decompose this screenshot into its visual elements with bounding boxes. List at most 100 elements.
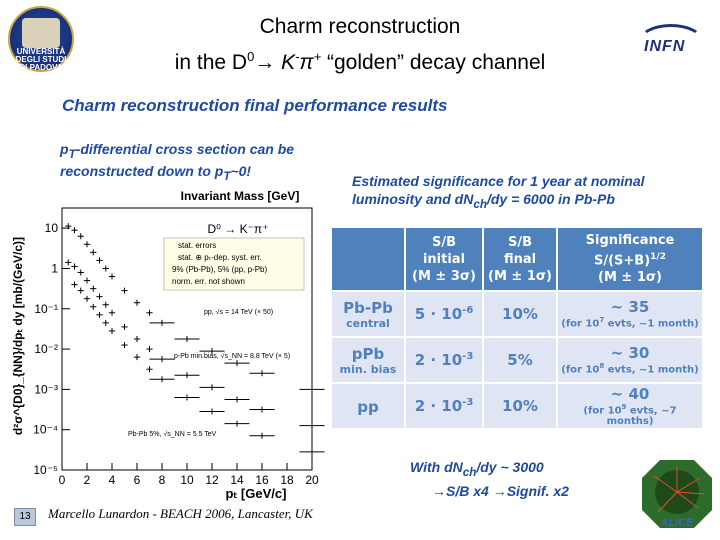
- col-header-final: S/B final (M ± 1σ): [484, 228, 556, 290]
- row0-final: 10%: [484, 292, 556, 336]
- x-tick-label: 2: [84, 473, 91, 487]
- chart-title: Invariant Mass [GeV]: [181, 189, 300, 203]
- col-header-initial: S/B initial (M ± 3σ): [406, 228, 482, 290]
- row1-note-b: evts, ~1 month): [604, 364, 699, 376]
- table-row: Pb-Pb central 5 · 10-6 10% ~ 35 (for 107…: [332, 292, 702, 336]
- with-line2a: S/B x4: [446, 482, 489, 499]
- row1-sig-value: ~ 30: [610, 344, 650, 363]
- pt-p3: ~0!: [230, 162, 252, 179]
- col-h0-l1: S/B: [431, 234, 457, 250]
- table-row: pp 2 · 10-3 10% ~ 40 (for 109 evts, ~7 m…: [332, 384, 702, 429]
- row0-initial: 5 · 10-6: [406, 292, 482, 336]
- title-sup0: 0: [247, 49, 255, 64]
- infn-logo-text: INFN: [644, 38, 686, 55]
- col-h0-l2: initial: [422, 251, 466, 267]
- page-title-line-2: in the D0→ K-π+ “golden” decay channel: [100, 44, 620, 76]
- row1-initial: 2 · 10-3: [406, 338, 482, 382]
- row0-note-a: (for 10: [561, 318, 600, 330]
- y-tick-label: 10⁻³: [34, 382, 58, 396]
- y-axis-label: d²σ^{D0}_{NN}/dpₜ dy [mb/(GeV/c)]: [11, 237, 25, 435]
- alice-logo: ALICE: [642, 460, 712, 529]
- pt-p1: p: [60, 141, 69, 157]
- x-tick-label: 18: [280, 473, 294, 487]
- title-d: in the D: [174, 51, 248, 74]
- row0-initial-text: 5 · 10: [414, 305, 463, 323]
- decay-label: D⁰ → K⁻π⁺: [207, 222, 268, 236]
- section-subtitle: Charm reconstruction final performance r…: [62, 96, 448, 115]
- pt-sub1: T: [68, 147, 76, 161]
- page-title-line-1: Charm reconstruction: [259, 15, 461, 38]
- y-tick-label: 1: [51, 261, 58, 275]
- row2-note-a: (for 10: [583, 405, 622, 417]
- est-sub: ch: [473, 197, 487, 211]
- row0-note-exp: 7: [599, 316, 605, 325]
- legend-line-1: stat. errors: [178, 241, 216, 250]
- row2-note-b: evts, ~7 months): [606, 405, 677, 428]
- with-a: With dN: [410, 459, 463, 475]
- significance-table: S/B initial (M ± 3σ) S/B final (M ± 1σ) …: [330, 226, 704, 431]
- row1-sub: min. bias: [339, 363, 397, 376]
- x-tick-label: 16: [255, 473, 269, 487]
- row2-initial-text: 2 · 10: [414, 397, 463, 416]
- x-axis-label: pₜ [GeV/c]: [226, 486, 287, 501]
- infn-arc-icon: [638, 24, 704, 60]
- row1-note-exp: 8: [599, 362, 605, 371]
- series-label-ppb: p-Pb min.bias, √s_NN = 8.8 TeV (× 5): [174, 352, 290, 360]
- logo-line-2: DEGLI STUDI: [15, 55, 67, 64]
- row1-initial-exp: -3: [462, 351, 474, 362]
- row1-final: 5%: [484, 338, 556, 382]
- estimate-description: Estimated significance for 1 year at nom…: [352, 172, 702, 214]
- cross-section-chart: Invariant Mass [GeV] 10 1 10⁻¹ 10⁻² 10⁻³ 10⁻⁴…: [11, 189, 325, 501]
- series-label-pp: pp, √s = 14 TeV (× 50): [204, 308, 273, 316]
- university-crest-icon: [22, 18, 60, 48]
- dnch-line-2: →S/B x4 →Signif. x2: [400, 482, 620, 501]
- col-h2-l2-text: S/(S+B): [594, 253, 651, 269]
- series-label-pbpb: Pb-Pb 5%, √s_NN = 5.5 TeV: [128, 430, 217, 438]
- x-axis: 0 2 4 6 8 10 12 14 16 18 20: [59, 463, 319, 487]
- arrow-icon: →: [492, 482, 507, 499]
- table-corner: [332, 228, 404, 290]
- row0-sub: central: [346, 317, 390, 330]
- col-h1-l1: S/B: [507, 234, 533, 250]
- est-line-1: Estimated significance for 1 year at nom…: [352, 173, 645, 189]
- row2-note-exp: 9: [621, 403, 627, 411]
- legend-line-3: 9% (Pb-Pb), 5% (pp, p-Pb): [172, 265, 267, 274]
- row1-note-a: (for 10: [561, 364, 600, 376]
- title-k: K: [275, 51, 296, 74]
- col-header-significance: Significance S/(S+B)1/2 (M ± 1σ): [558, 228, 702, 290]
- title-supminus: -: [295, 49, 300, 64]
- col-h2-l1: Significance: [585, 232, 675, 248]
- row2-sig-value: ~ 40: [610, 385, 650, 403]
- row0-significance: ~ 35 (for 107 evts, ~1 month): [558, 292, 702, 336]
- logo-line-3: DI PADOVA: [19, 63, 63, 72]
- arrow-icon: →: [432, 482, 446, 499]
- row0-sig-value: ~ 35: [610, 298, 650, 317]
- row0-initial-exp: -6: [462, 305, 474, 316]
- col-h2-l2: S/(S+B)1/2: [559, 249, 701, 269]
- y-axis: 10 1 10⁻¹ 10⁻² 10⁻³ 10⁻⁴ 10⁻⁵: [33, 221, 70, 477]
- table-row: pPb min. bias 2 · 10-3 5% ~ 30 (for 108 …: [332, 338, 702, 382]
- y-tick-label: 10⁻¹: [34, 302, 58, 316]
- dnch-line-1: With dNch/dy ~ 3000: [400, 458, 620, 482]
- y-tick-label: 10⁻⁴: [33, 423, 58, 437]
- pt-description: pT-differential cross section can be rec…: [60, 141, 340, 185]
- row1-significance: ~ 30 (for 108 evts, ~1 month): [558, 338, 702, 382]
- row1-label: pPb: [351, 345, 385, 363]
- x-tick-label: 8: [159, 473, 166, 487]
- est-b: /dy = 6000 in Pb-Pb: [486, 191, 615, 207]
- legend-line-2: stat. ⊕ pₜ-dep. syst. err.: [178, 253, 262, 262]
- col-h1-l2: final: [503, 251, 537, 267]
- legend-box: [163, 237, 305, 291]
- dnch-note: With dNch/dy ~ 3000 →S/B x4 →Signif. x2: [400, 458, 620, 501]
- row2-initial-exp: -3: [462, 397, 474, 409]
- table-header-row: S/B initial (M ± 3σ) S/B final (M ± 1σ) …: [332, 228, 702, 290]
- arrow-icon: →: [254, 51, 276, 74]
- row2-final: 10%: [484, 384, 556, 429]
- with-b: /dy ~ 3000: [476, 459, 544, 475]
- row0-label: Pb-Pb: [343, 299, 393, 317]
- legend-line-4: norm. err. not shown: [172, 277, 245, 286]
- col-h1-l3: (M ± 1σ): [488, 268, 552, 284]
- row-label-pp: pp: [332, 384, 404, 429]
- row0-sig-note: (for 107 evts, ~1 month): [559, 316, 701, 329]
- data-points: [65, 223, 325, 455]
